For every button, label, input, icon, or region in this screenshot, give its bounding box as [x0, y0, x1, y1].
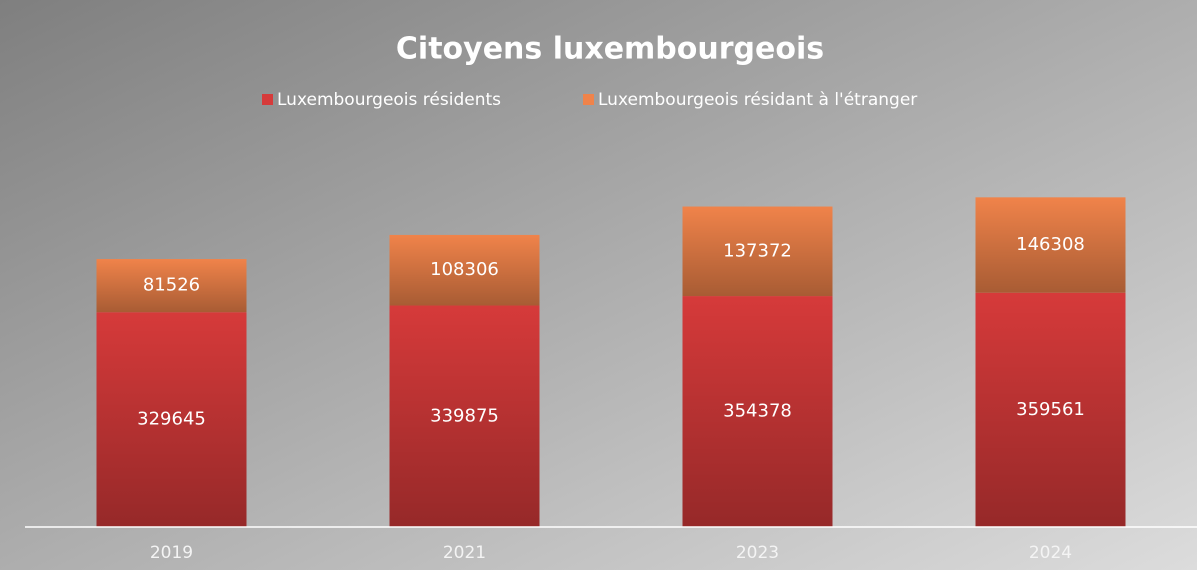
data-label: 146308	[1016, 234, 1085, 255]
bar-shade	[975, 197, 1126, 293]
bar-shade	[96, 312, 247, 527]
chart-title: Citoyens luxembourgeois	[396, 32, 824, 67]
bar-shade	[389, 234, 540, 306]
data-label: 329645	[137, 409, 206, 430]
legend-marker	[583, 94, 594, 105]
legend-marker	[262, 94, 273, 105]
x-tick-label: 2023	[736, 543, 779, 563]
bar-shade	[682, 296, 833, 527]
bar-shade	[389, 305, 540, 527]
data-label: 339875	[430, 405, 499, 426]
x-tick-label: 2024	[1029, 543, 1072, 563]
data-label: 81526	[143, 275, 200, 296]
x-tick-label: 2019	[150, 543, 193, 563]
data-label: 359561	[1016, 399, 1085, 420]
legend-label: Luxembourgeois résidant à l'étranger	[598, 90, 917, 110]
data-label: 354378	[723, 401, 792, 422]
bar-shade	[96, 259, 247, 313]
bar-shade	[975, 292, 1126, 527]
x-tick-label: 2021	[443, 543, 486, 563]
data-label: 108306	[430, 259, 499, 280]
bar-shade	[682, 206, 833, 297]
legend-label: Luxembourgeois résidents	[277, 90, 501, 110]
data-label: 137372	[723, 240, 792, 261]
